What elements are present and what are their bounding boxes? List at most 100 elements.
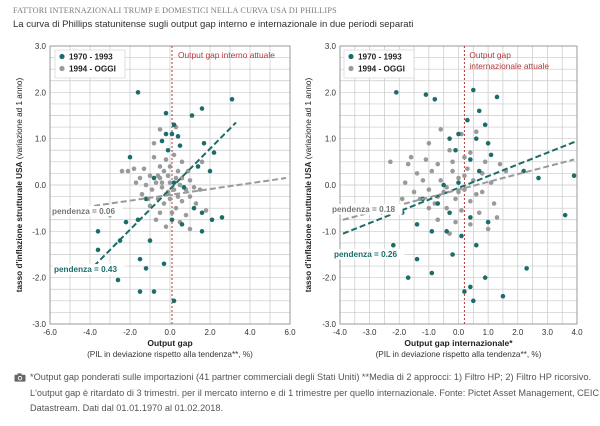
panel2-point-1994-oggi: [388, 159, 393, 165]
panel2-y-axis-title-note: (variazione ad 1 anno): [304, 78, 313, 162]
panel1-point-1994-oggi: [177, 182, 183, 188]
panel2-point-1994-oggi: [491, 201, 497, 206]
panel1-point-1994-oggi: [167, 196, 173, 202]
panel1-point-1970-1993: [159, 138, 165, 144]
panel2-x-tick-label: -4.0: [333, 328, 347, 337]
panel2-point-1970-1993: [494, 94, 500, 100]
panel1-point-1970-1993: [169, 131, 175, 137]
panel2-y-tick-label: 3.0: [325, 42, 337, 51]
panel2-point-1970-1993: [444, 229, 449, 234]
panel1-point-1970-1993: [163, 131, 169, 137]
panel2-point-1970-1993: [423, 92, 429, 97]
chart-header-title: FATTORI INTERNAZIONALI TRUMP E DOMESTICI…: [13, 6, 337, 15]
panel2-point-1994-oggi: [444, 205, 449, 211]
panel1-x-tick-label: -2.0: [123, 328, 137, 337]
panel2-point-1994-oggi: [438, 127, 444, 132]
panel1-point-1970-1993: [151, 289, 157, 294]
panel1-point-1994-oggi: [173, 205, 179, 211]
panel1-x-tick-label: -6.0: [43, 328, 57, 337]
panel1-point-1970-1993: [199, 229, 205, 234]
panel2-y-tick-label: -1.0: [322, 227, 336, 236]
panel1-x-tick-label: 0.0: [164, 328, 176, 337]
panel1-point-1970-1993: [181, 185, 187, 190]
panel1-y-tick-label: 2.0: [35, 88, 47, 97]
panel2-point-1970-1993: [432, 96, 438, 102]
caption-line-1: *Output gap ponderati sulle importazioni…: [30, 372, 592, 382]
panel2-point-1994-oggi: [423, 157, 429, 162]
chart-header-subtitle: La curva di Phillips statunitense sugli …: [13, 19, 414, 30]
panel2-point-1994-oggi: [426, 141, 432, 146]
panel2-point-1994-oggi: [453, 196, 458, 202]
panel2-point-1970-1993: [435, 201, 441, 206]
panel1-point-1970-1993: [95, 247, 101, 253]
panel2-point-1970-1993: [414, 222, 420, 227]
panel1-x-tick-label: -4.0: [83, 328, 97, 337]
panel1-plot-frame: [49, 45, 291, 325]
panel2-point-1970-1993: [405, 275, 411, 280]
panel1-point-1970-1993: [191, 205, 197, 211]
panel2-y-tick-label: -3.0: [322, 320, 336, 329]
panel1-point-1994-oggi: [199, 159, 205, 165]
panel2-point-1994-oggi: [494, 215, 500, 220]
panel2-point-1970-1993: [453, 147, 458, 153]
panel2-point-1970-1993: [429, 270, 435, 276]
panel2-x-tick-label: 2.0: [512, 328, 524, 337]
panel2-reference-label-line2: internazionale attuale: [469, 61, 549, 71]
panel2-point-1994-oggi: [456, 175, 461, 181]
panel1-point-1970-1993: [169, 217, 175, 223]
panel2-point-1994-oggi: [453, 219, 458, 225]
panel2-point-1970-1993: [488, 152, 494, 158]
panel1-point-1994-oggi: [137, 175, 143, 181]
panel1-point-1994-oggi: [193, 201, 199, 206]
panel1-slope-label-bg: [53, 264, 125, 275]
panel1-point-1970-1993: [123, 219, 129, 225]
panel2-point-1970-1993: [476, 168, 482, 174]
panel2-point-1970-1993: [441, 182, 446, 188]
panel1-point-1994-oggi: [163, 224, 169, 229]
panel2-point-1970-1993: [471, 298, 476, 304]
panel2-legend-label: 1994 - OGGI: [358, 65, 405, 74]
panel2-point-1970-1993: [471, 87, 476, 93]
panel2-point-1994-oggi: [468, 222, 473, 227]
panel1-point-1994-oggi: [191, 185, 197, 190]
panel1-point-1970-1993: [177, 143, 183, 148]
panel1-point-1970-1993: [171, 122, 177, 128]
panel1-trendline-1994-oggi: [93, 177, 287, 207]
panel1-legend-label: 1970 - 1993: [69, 53, 113, 62]
panel2-point-1994-oggi: [450, 159, 455, 165]
panel1-x-tick-label: 2.0: [204, 328, 216, 337]
panel1-slope-label-bg: [51, 206, 123, 217]
panel2-x-axis-subtitle: (PIL in deviazione rispetto alla tendenz…: [376, 350, 542, 359]
panel2-y-tick-label: 1.0: [325, 135, 337, 144]
panel2-point-1970-1993: [562, 212, 568, 218]
panel2-point-1994-oggi: [479, 189, 485, 195]
panel1-point-1994-oggi: [167, 180, 173, 185]
panel2-point-1970-1993: [465, 117, 470, 123]
panel1-point-1970-1993: [229, 96, 235, 102]
panel1-point-1994-oggi: [163, 157, 169, 162]
panel2-point-1994-oggi: [414, 171, 420, 176]
panel1-point-1970-1993: [175, 134, 181, 139]
panel2-point-1970-1993: [447, 210, 452, 216]
panel2-point-1970-1993: [571, 173, 577, 179]
caption-line-2: L'output gap è ritardato di 3 trimestri.…: [30, 387, 600, 398]
panel2-point-1994-oggi: [411, 189, 417, 195]
panel1-point-1994-oggi: [173, 175, 179, 181]
panel1-point-1994-oggi: [143, 182, 149, 188]
panel2-point-1994-oggi: [459, 208, 464, 213]
panel2-plot-frame: [339, 45, 578, 325]
panel1-point-1994-oggi: [187, 178, 193, 183]
panel1-y-axis-title-note: (variazione ad 1 anno): [15, 78, 24, 162]
panel2-point-1970-1993: [468, 284, 473, 290]
panel2-point-1994-oggi: [405, 161, 411, 167]
panel2-point-1970-1993: [459, 233, 464, 239]
panel1-slope-label-1970-1993: pendenza = 0.43: [54, 265, 117, 274]
panel1-y-axis-title-main: tasso d'inflazione strutturale USA: [15, 161, 24, 292]
panel2-x-tick-label: 0.0: [453, 328, 465, 337]
panel1-point-1994-oggi: [139, 191, 145, 197]
panel1-point-1994-oggi: [141, 166, 147, 172]
panel2-point-1970-1993: [391, 242, 396, 248]
panel1-y-tick-label: -1.0: [32, 227, 46, 236]
panel1-point-1994-oggi: [151, 154, 157, 160]
panel2-point-1994-oggi: [497, 161, 503, 167]
